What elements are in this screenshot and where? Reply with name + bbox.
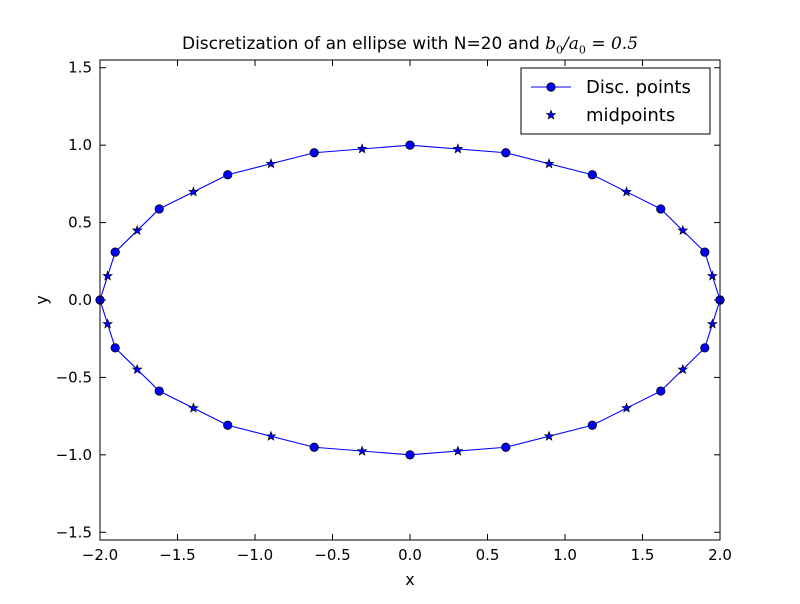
disc-point: [309, 148, 319, 158]
midpoint-star: [677, 224, 689, 236]
disc-point: [587, 170, 597, 180]
legend-label: midpoints: [586, 105, 675, 126]
x-tick-label: 0.5: [476, 546, 500, 564]
disc-point: [405, 140, 415, 150]
disc-point: [110, 247, 120, 257]
y-tick-label: −0.5: [56, 368, 92, 386]
x-tick-label: 0.0: [398, 546, 422, 564]
disc-point: [110, 343, 120, 353]
legend-label: Disc. points: [586, 77, 691, 98]
y-tick-label: −1.5: [56, 523, 92, 541]
ticks-layer: −2.0 −1.5 −1.0 −0.5 0.0 0.5 1.0 1.5 2.0 −1.5 −1.0 −…: [56, 59, 732, 564]
midpoint-star: [265, 430, 277, 441]
midpoint-star: [621, 186, 632, 197]
midpoint-star: [356, 445, 368, 456]
x-axis-label: x: [405, 570, 414, 589]
disc-point: [154, 386, 164, 396]
x-tick-label: 2.0: [708, 546, 732, 564]
midpoint-star: [543, 430, 555, 441]
plot-frame: [99, 59, 721, 541]
midpoint-star: [452, 143, 464, 154]
y-tick-label: 0.5: [68, 214, 92, 232]
legend-entry: Disc. points: [531, 77, 691, 98]
midpoint-star: [543, 158, 555, 169]
x-tick-label: −2.0: [82, 546, 118, 564]
x-tick-label: −0.5: [314, 546, 350, 564]
y-tick-label: 0.0: [68, 291, 92, 309]
legend-box: [520, 67, 711, 135]
y-tick-label: 1.5: [68, 59, 92, 77]
midpoint-star: [356, 143, 368, 154]
midpoint-star: [188, 402, 199, 413]
series-2: [102, 143, 718, 456]
legend-star-marker: [545, 109, 557, 120]
y-axis-label: y: [32, 295, 51, 304]
midpoint-star: [621, 402, 632, 413]
chart-title-math: b0/a0 = 0.5: [545, 34, 639, 57]
midpoint-star: [265, 158, 277, 169]
midpoint-star: [188, 186, 199, 197]
legend: Disc. points midpoints: [520, 67, 711, 135]
disc-point: [700, 343, 710, 353]
midpoint-star: [452, 445, 464, 456]
midpoint-star: [102, 318, 113, 329]
disc-point: [656, 386, 666, 396]
midpoint-star: [131, 224, 143, 236]
title-math-b: b: [545, 34, 557, 54]
midpoint-star: [102, 270, 113, 281]
disc-point: [309, 442, 319, 452]
title-math-a-sub: 0: [578, 43, 586, 57]
disc-point: [223, 170, 233, 180]
title-math-slash: /: [563, 34, 569, 54]
midpoint-star: [707, 270, 718, 281]
disc-point: [587, 420, 597, 430]
series-layer: [95, 140, 725, 460]
disc-point: [154, 204, 164, 214]
midpoint-star: [707, 318, 718, 329]
chart-title-text: Discretization of an ellipse with N=20 a…: [181, 34, 546, 54]
chart-title: Discretization of an ellipse with N=20 a…: [100, 34, 720, 56]
legend-entry: midpoints: [545, 105, 675, 126]
midpoint-star: [131, 363, 143, 375]
disc-point: [700, 247, 710, 257]
title-math-a: a: [568, 34, 579, 54]
disc-point: [656, 204, 666, 214]
disc-point: [501, 442, 511, 452]
disc-point: [501, 148, 511, 158]
y-tick-label: −1.0: [56, 446, 92, 464]
midpoint-star: [677, 363, 689, 375]
x-tick-label: 1.0: [553, 546, 577, 564]
title-math-b-sub: 0: [556, 43, 564, 57]
disc-point: [223, 420, 233, 430]
legend-circle-marker: [546, 82, 556, 92]
x-tick-label: −1.5: [159, 546, 195, 564]
x-tick-label: −1.0: [237, 546, 273, 564]
disc-point: [405, 450, 415, 460]
title-math-eq: = 0.5: [591, 34, 639, 54]
x-tick-label: 1.5: [631, 546, 655, 564]
y-tick-label: 1.0: [68, 136, 92, 154]
series-1: [95, 140, 725, 460]
